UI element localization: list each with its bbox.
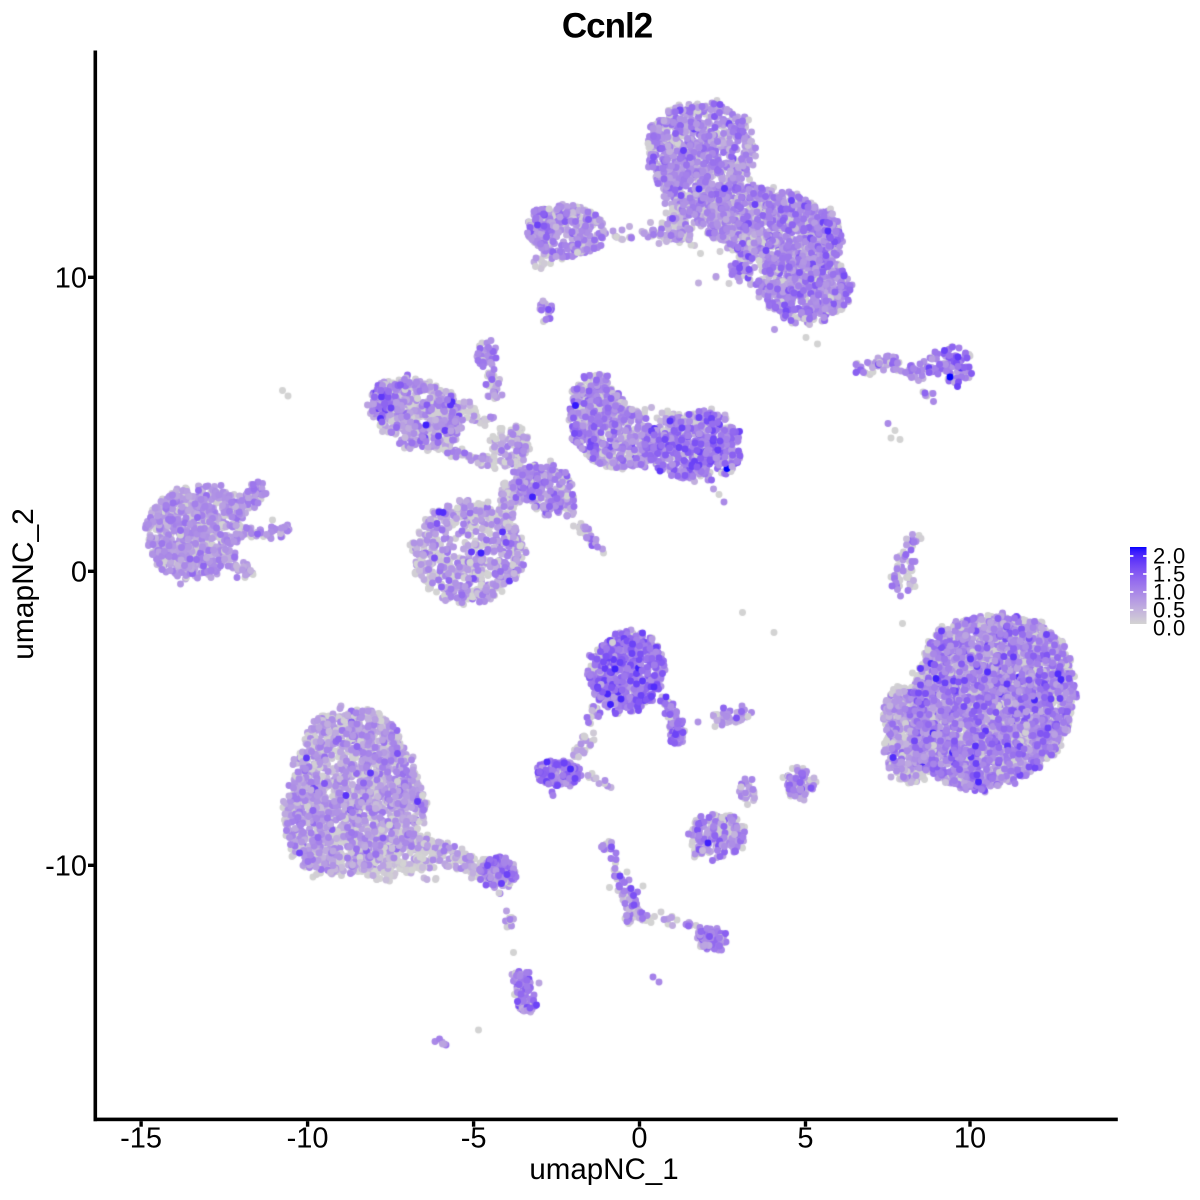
svg-text:0.0: 0.0 [1153, 616, 1186, 641]
svg-text:-10: -10 [287, 1123, 329, 1155]
svg-text:Ccnl2: Ccnl2 [562, 7, 653, 46]
svg-text:0: 0 [631, 1123, 647, 1155]
svg-text:10: 10 [55, 263, 87, 295]
svg-text:2.0: 2.0 [1153, 544, 1186, 569]
svg-text:umapNC_2: umapNC_2 [7, 508, 40, 660]
svg-text:1.5: 1.5 [1153, 562, 1186, 587]
svg-text:0: 0 [71, 557, 87, 589]
svg-text:-15: -15 [120, 1123, 162, 1155]
svg-text:-5: -5 [461, 1123, 487, 1155]
svg-text:5: 5 [797, 1123, 813, 1155]
svg-text:umapNC_1: umapNC_1 [529, 1153, 678, 1186]
svg-text:-10: -10 [45, 851, 87, 883]
svg-text:10: 10 [954, 1123, 986, 1155]
svg-text:1.0: 1.0 [1153, 580, 1186, 605]
svg-text:0.5: 0.5 [1153, 598, 1186, 623]
